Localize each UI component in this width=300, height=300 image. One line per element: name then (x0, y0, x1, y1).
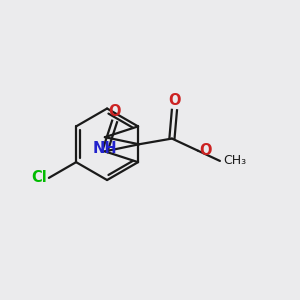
Text: CH₃: CH₃ (223, 154, 247, 167)
Text: O: O (200, 143, 212, 158)
Text: NH: NH (92, 142, 117, 157)
Text: O: O (168, 93, 181, 108)
Text: O: O (108, 104, 121, 119)
Text: Cl: Cl (31, 170, 46, 185)
